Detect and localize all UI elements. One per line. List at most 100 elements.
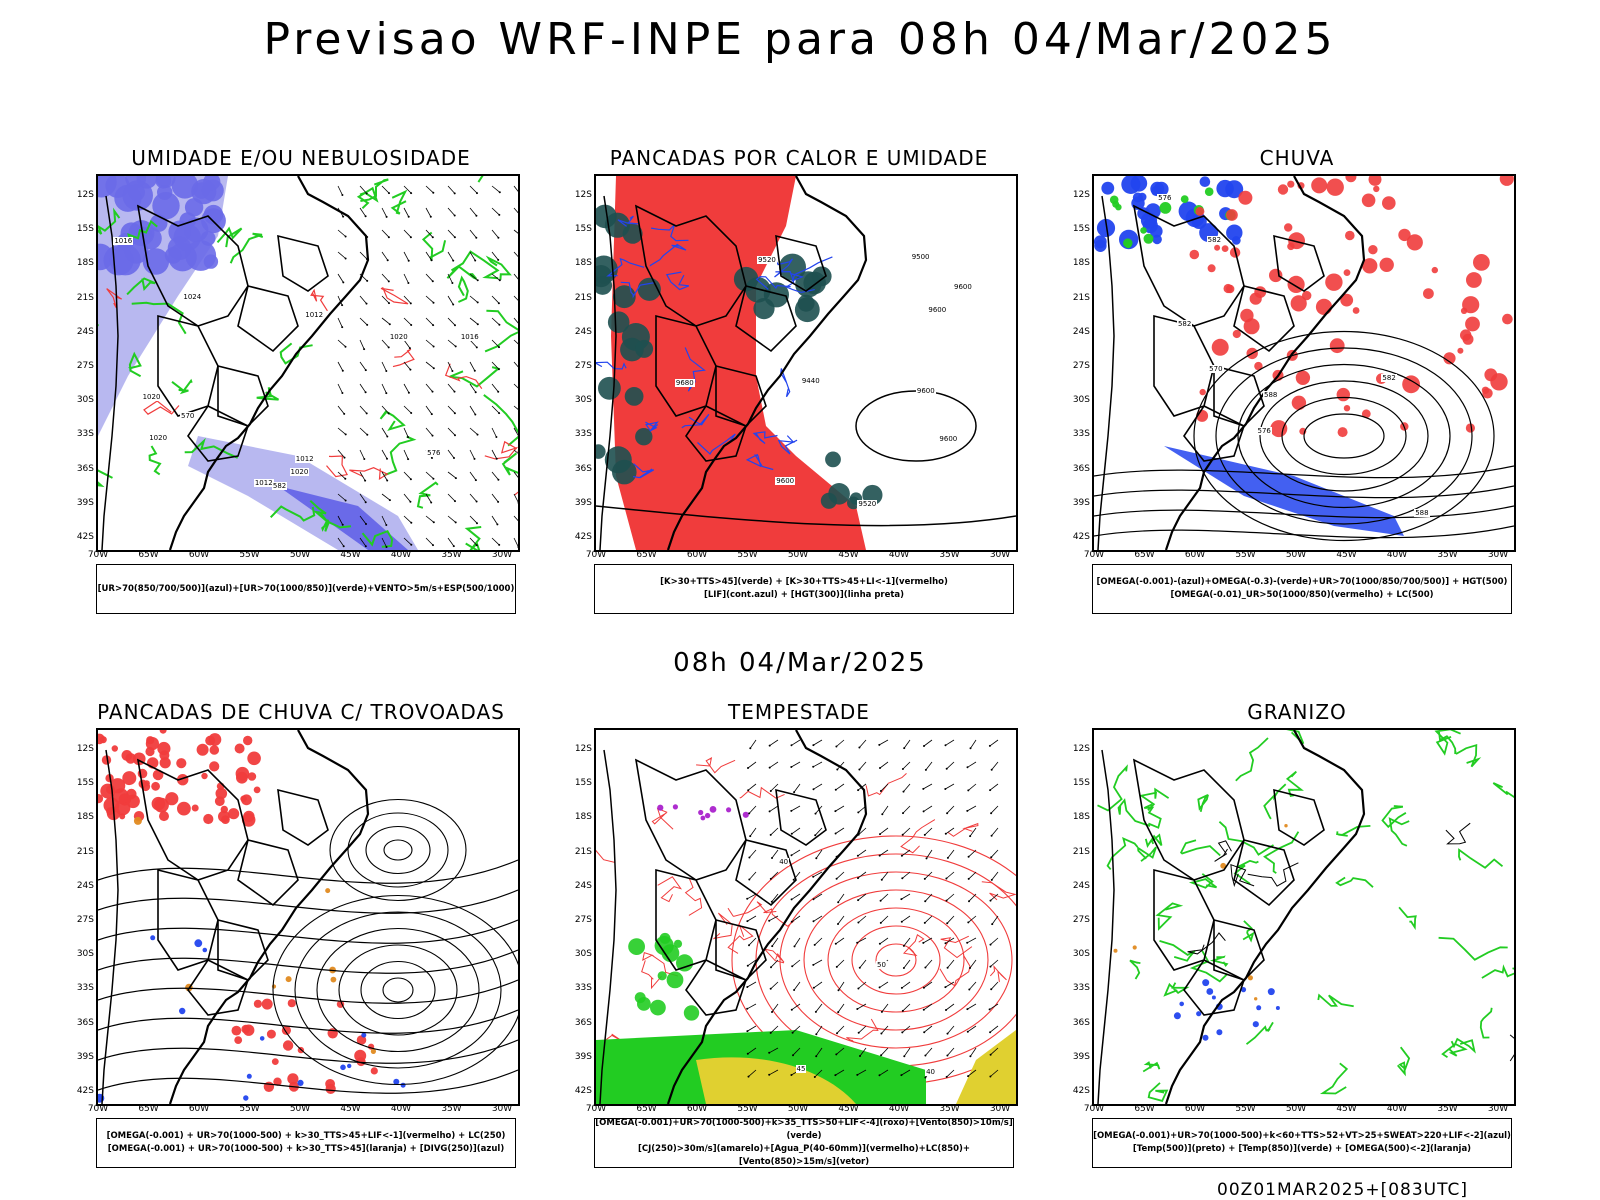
- lon-tick-label: 35W: [441, 550, 462, 560]
- lon-tick-label: 65W: [1134, 550, 1155, 560]
- lon-tick-label: 55W: [239, 550, 260, 560]
- lon-tick-label: 50W: [1285, 550, 1307, 560]
- panel-title: PANCADAS DE CHUVA C/ TROVOADAS: [97, 700, 505, 724]
- lon-tick-label: 40W: [1386, 550, 1408, 560]
- lat-tick-label: 36S: [574, 463, 592, 474]
- lat-tick-label: 27S: [1072, 361, 1090, 371]
- lat-tick-label: 42S: [1072, 1086, 1090, 1096]
- lon-tick-label: 70W: [1083, 550, 1105, 560]
- lon-tick-label: 50W: [1285, 1104, 1307, 1114]
- lat-tick-label: 18S: [1072, 812, 1090, 823]
- lon-tick-label: 30W: [989, 550, 1011, 560]
- lon-tick-label: 30W: [1487, 550, 1509, 560]
- contour-label: 9680: [674, 379, 695, 388]
- legend-line: [OMEGA(-0.001)+UR>70(1000-500)+k<60+TTS>…: [1093, 1131, 1511, 1141]
- lon-tick-label: 55W: [239, 1104, 260, 1114]
- contour-label: 576: [426, 449, 442, 458]
- contour-label: 9520: [757, 256, 777, 265]
- mid-title: 08h 04/Mar/2025: [673, 648, 927, 678]
- contour-label: 582: [1176, 319, 1193, 328]
- lon-tick-label: 60W: [1184, 550, 1206, 560]
- contour-label: 1020: [148, 433, 169, 442]
- panel-title: UMIDADE E/OU NEBULOSIDADE: [131, 146, 471, 170]
- lat-tick-label: 36S: [76, 463, 94, 474]
- contour-label: 40: [778, 857, 790, 866]
- contour-label: 9600: [915, 387, 936, 396]
- lat-tick-label: 18S: [76, 812, 94, 823]
- lat-tick-label: 21S: [574, 846, 592, 857]
- lon-tick-label: 45W: [1336, 550, 1357, 560]
- lat-tick-label: 24S: [1072, 326, 1090, 337]
- legend-line: [Temp(500)](preto) + [Temp(850)](verde) …: [1132, 1144, 1472, 1154]
- main-title: Previsao WRF-INPE para 08h 04/Mar/2025: [263, 14, 1337, 65]
- contour-label: 9600: [953, 282, 973, 291]
- legend-line: [K>30+TTS>45](verde) + [K>30+TTS>45+LI<-…: [660, 577, 948, 587]
- lat-tick-label: 24S: [76, 326, 94, 337]
- lat-tick-label: 21S: [1072, 846, 1090, 857]
- forecast-map: [96, 728, 520, 1106]
- lon-tick-label: 50W: [289, 550, 311, 560]
- map-graphic: [596, 176, 1016, 550]
- contour-label: 1020: [388, 332, 409, 341]
- lat-tick-label: 15S: [574, 224, 592, 235]
- contour-label: 588: [1263, 391, 1279, 400]
- lat-tick-label: 27S: [1072, 915, 1090, 925]
- contour-label: 50: [876, 961, 887, 970]
- lon-tick-label: 40W: [390, 550, 412, 560]
- lon-tick-label: 65W: [138, 550, 159, 560]
- lat-tick-label: 27S: [574, 915, 592, 925]
- lon-tick-label: 55W: [737, 1104, 758, 1114]
- lat-tick-label: 39S: [1072, 497, 1090, 508]
- lon-tick-label: 60W: [1184, 1104, 1206, 1114]
- lon-tick-label: 60W: [188, 1104, 210, 1114]
- lat-tick-label: 15S: [574, 778, 592, 789]
- lat-tick-label: 39S: [574, 1051, 592, 1062]
- lat-tick-label: 18S: [76, 258, 94, 269]
- lat-tick-label: 42S: [574, 532, 592, 542]
- panel-title: PANCADAS POR CALOR E UMIDADE: [609, 146, 989, 170]
- lon-tick-label: 65W: [636, 550, 657, 560]
- lon-tick-label: 30W: [491, 1104, 513, 1114]
- lat-tick-label: 24S: [76, 880, 94, 891]
- lon-tick-label: 45W: [1336, 1104, 1357, 1114]
- lon-tick-label: 60W: [188, 550, 210, 560]
- panel-chuva: CHUVA 12S 15S 18S 21S 24S 27S 30S 33S 36S 39S 42S 70…: [1062, 146, 1532, 646]
- legend-box: [UR>70(850/700/500)](azul)+[UR>70(1000/8…: [96, 564, 516, 614]
- panel-title: CHUVA: [1259, 146, 1335, 170]
- contour-label: 1012: [294, 454, 315, 463]
- lat-tick-label: 27S: [76, 361, 94, 371]
- lon-tick-label: 65W: [636, 1104, 657, 1114]
- lon-tick-label: 35W: [441, 1104, 462, 1114]
- lat-tick-label: 42S: [1072, 532, 1090, 542]
- lon-tick-label: 55W: [1235, 550, 1256, 560]
- legend-box: [K>30+TTS>45](verde) + [K>30+TTS>45+LI<-…: [594, 564, 1014, 614]
- lat-tick-label: 42S: [76, 532, 94, 542]
- forecast-map: [96, 174, 520, 552]
- lat-tick-label: 12S: [1072, 190, 1090, 200]
- contour-label: 45: [795, 1065, 807, 1074]
- contour-label: 1016: [113, 237, 134, 245]
- contour-label: 9440: [800, 377, 821, 386]
- contour-label: 1016: [459, 333, 480, 342]
- lat-tick-label: 24S: [1072, 880, 1090, 891]
- panel-title: GRANIZO: [1247, 700, 1347, 724]
- forecast-map: [594, 728, 1018, 1106]
- lat-tick-label: 24S: [574, 326, 592, 337]
- lon-tick-label: 40W: [888, 1104, 910, 1114]
- lat-tick-label: 15S: [76, 778, 94, 789]
- lon-tick-label: 40W: [888, 550, 910, 560]
- lat-tick-label: 12S: [1072, 744, 1090, 754]
- map-graphic: [1097, 730, 1514, 1104]
- footer-timestamp: 00Z01MAR2025+[083UTC]: [1217, 1180, 1468, 1200]
- lat-tick-label: 39S: [76, 1051, 94, 1062]
- map-graphic: [1094, 176, 1514, 550]
- lat-tick-label: 12S: [76, 190, 94, 200]
- lat-tick-label: 21S: [1072, 292, 1090, 303]
- lon-tick-label: 40W: [1386, 1104, 1408, 1114]
- lat-tick-label: 33S: [76, 429, 94, 440]
- contour-label: 588: [1414, 509, 1430, 517]
- map-graphic: [596, 730, 1016, 1104]
- lat-tick-label: 30S: [574, 949, 592, 960]
- lat-tick-label: 15S: [1072, 224, 1090, 235]
- lat-tick-label: 21S: [574, 292, 592, 303]
